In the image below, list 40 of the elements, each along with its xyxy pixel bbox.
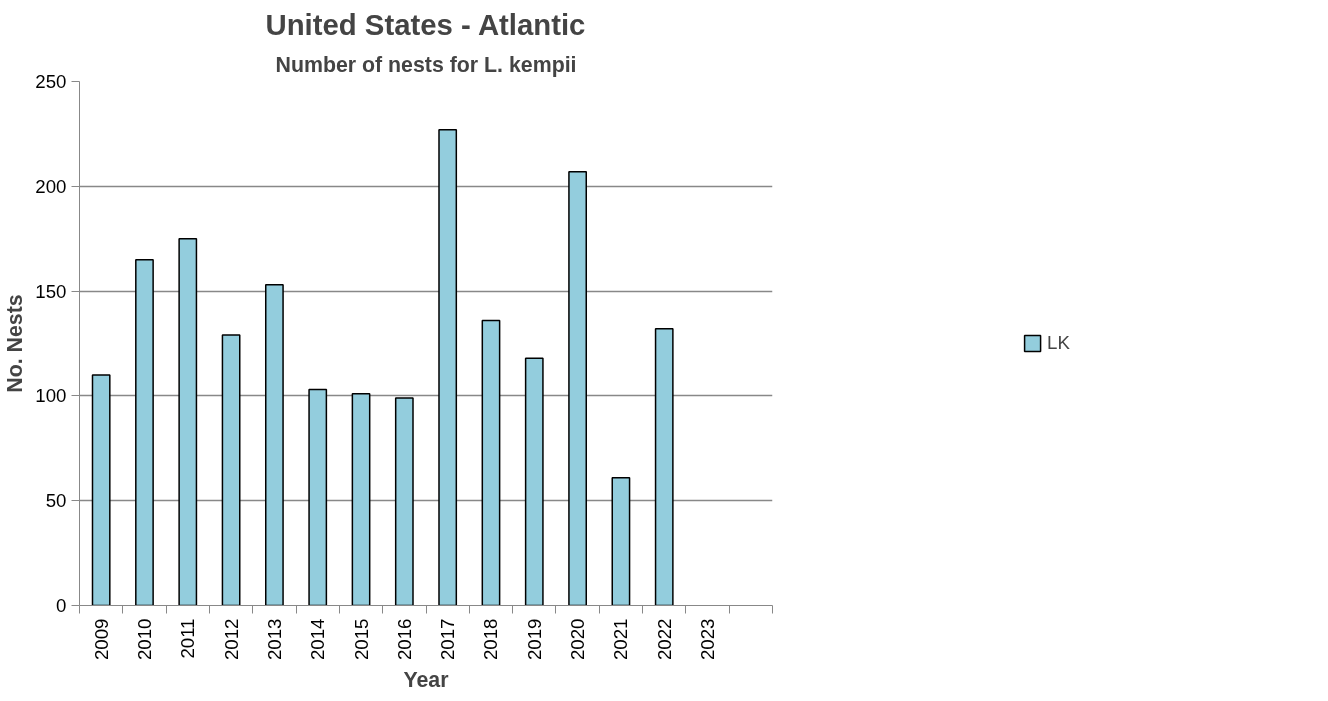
x-tick-label: 2018 [480, 618, 502, 660]
y-tick-label: 50 [45, 490, 67, 512]
x-tick-label: 2021 [610, 618, 632, 660]
chart-subtitle: Number of nests for L. kempii [275, 52, 577, 77]
y-tick-label: 150 [35, 280, 67, 302]
y-axis-title: No. Nests [3, 294, 28, 393]
x-tick-label: 2011 [177, 618, 199, 659]
y-tick-label: 0 [56, 595, 67, 616]
x-tick-label: 2017 [437, 618, 459, 660]
x-tick-label: 2019 [523, 618, 545, 660]
bar [438, 128, 458, 606]
x-tick-label: 2020 [567, 618, 589, 660]
x-tick-label: 2012 [220, 618, 242, 660]
x-tick-label: 2016 [393, 618, 415, 660]
bar [178, 237, 198, 606]
chart-title: United States - Atlantic [265, 7, 586, 41]
bar [524, 357, 544, 606]
y-tick-label: 200 [35, 175, 67, 197]
y-tick-label: 100 [35, 385, 67, 407]
x-tick-label: 2015 [350, 618, 372, 660]
bar [221, 334, 241, 606]
bar [308, 388, 328, 606]
bar [568, 170, 588, 606]
bar [91, 374, 111, 606]
x-tick-label: 2013 [263, 618, 285, 660]
x-tick-label: 2022 [653, 618, 675, 660]
x-tick-label: 2009 [90, 618, 112, 660]
bar [654, 328, 674, 606]
x-tick-label: 2023 [697, 618, 719, 660]
bar [611, 476, 631, 606]
x-tick-label: 2014 [307, 618, 329, 660]
bar [264, 284, 284, 606]
x-axis-title: Year [403, 668, 449, 692]
bar [135, 258, 154, 606]
bar [394, 397, 414, 606]
legend-label: LK [1047, 332, 1070, 354]
y-tick-label: 250 [35, 71, 67, 92]
x-tick-label: 2010 [133, 618, 155, 660]
bar [481, 319, 501, 606]
bar [351, 393, 371, 606]
